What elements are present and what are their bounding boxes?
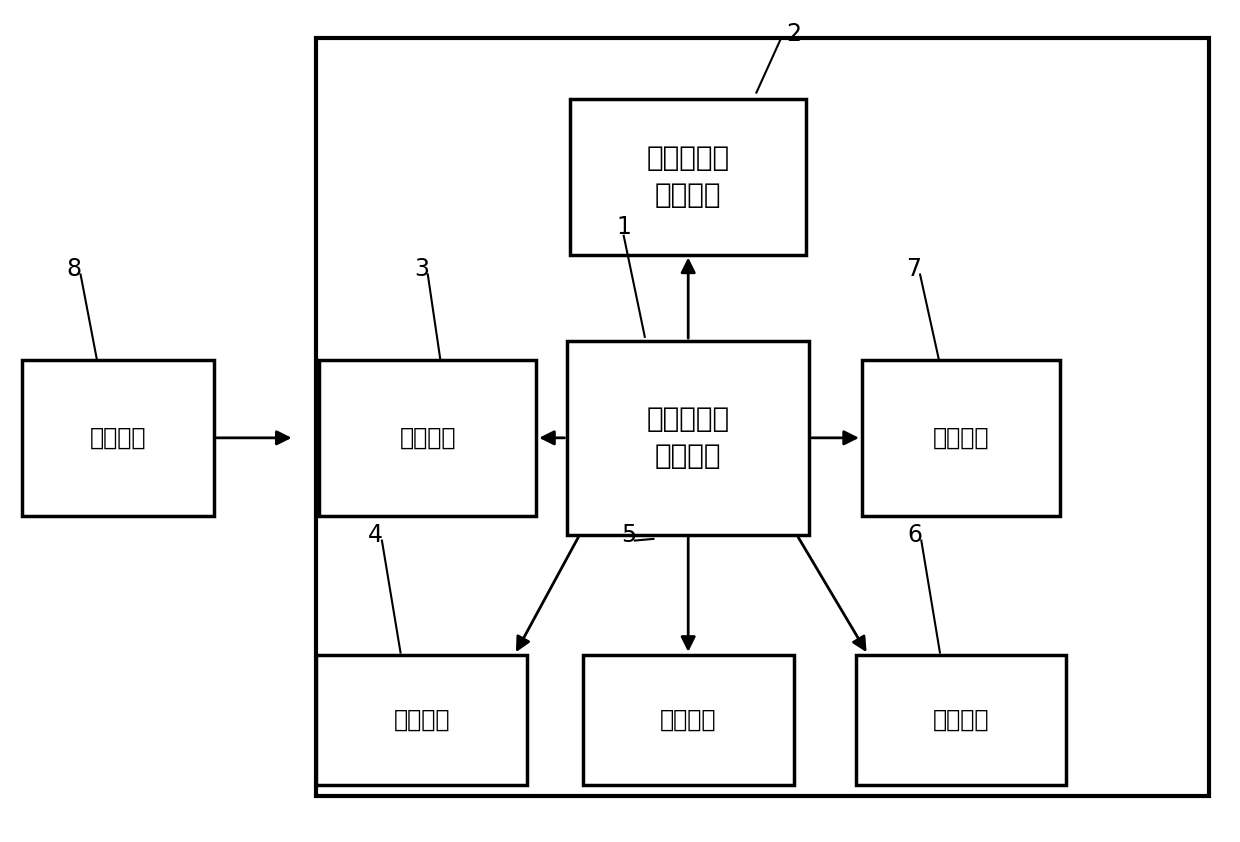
Text: 行进装置: 行进装置 xyxy=(932,426,990,450)
Text: 2: 2 xyxy=(786,22,801,45)
Bar xyxy=(583,655,794,785)
Text: 5: 5 xyxy=(621,523,636,546)
Bar xyxy=(316,38,1209,796)
Bar xyxy=(570,99,806,254)
Text: 4: 4 xyxy=(368,523,383,546)
Bar xyxy=(316,655,527,785)
Text: 7: 7 xyxy=(906,258,921,281)
Text: 3: 3 xyxy=(414,258,429,281)
Text: 施肥装置: 施肥装置 xyxy=(660,708,717,732)
Bar xyxy=(319,360,536,515)
Bar xyxy=(22,360,213,515)
Text: 1: 1 xyxy=(616,216,631,239)
Text: 供电装置: 供电装置 xyxy=(89,426,146,450)
Text: 扶持装置: 扶持装置 xyxy=(393,708,450,732)
Text: 图像采集与
处理装置: 图像采集与 处理装置 xyxy=(646,145,730,209)
Bar xyxy=(856,655,1066,785)
Text: 数据传输与
处理装置: 数据传输与 处理装置 xyxy=(646,406,730,470)
Text: 驱动装置: 驱动装置 xyxy=(399,426,456,450)
Text: 8: 8 xyxy=(67,258,82,281)
Bar xyxy=(568,341,810,535)
Bar xyxy=(862,360,1060,515)
Text: 6: 6 xyxy=(908,523,923,546)
Text: 培土装置: 培土装置 xyxy=(932,708,990,732)
